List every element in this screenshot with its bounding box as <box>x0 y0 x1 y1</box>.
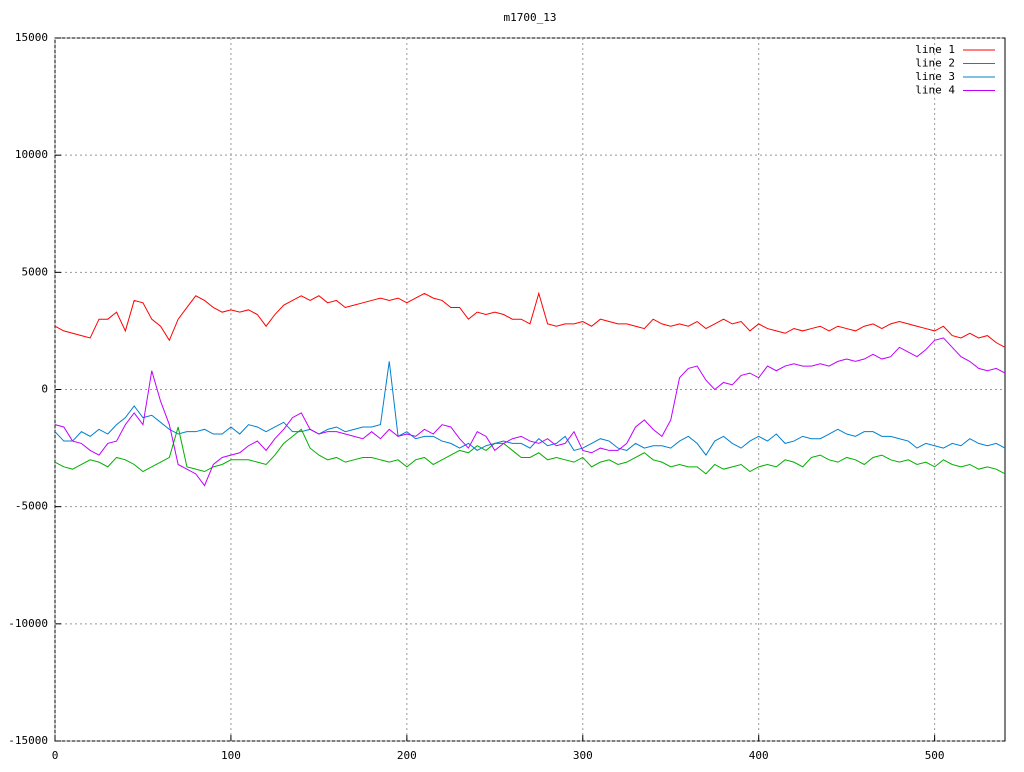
y-tick-label: -5000 <box>15 500 48 513</box>
legend-label: line 3 <box>915 70 955 83</box>
x-tick-label: 0 <box>52 749 59 762</box>
x-tick-label: 400 <box>749 749 769 762</box>
series-line <box>54 291 1006 348</box>
y-tick-label: 5000 <box>22 265 49 278</box>
y-tick-label: 0 <box>41 383 48 396</box>
legend-label: line 4 <box>915 84 955 97</box>
y-tick-label: -10000 <box>8 617 48 630</box>
y-tick-label: 10000 <box>15 148 48 161</box>
x-tick-label: 200 <box>397 749 417 762</box>
legend-label: line 1 <box>915 43 955 56</box>
series-line <box>54 426 1006 475</box>
chart-title: m1700_13 <box>504 11 557 24</box>
y-tick-label: 15000 <box>15 31 48 44</box>
x-tick-label: 100 <box>221 749 241 762</box>
series-line <box>54 361 1006 456</box>
x-tick-label: 500 <box>925 749 945 762</box>
series-line <box>54 337 1006 487</box>
y-tick-label: -15000 <box>8 734 48 747</box>
x-tick-label: 300 <box>573 749 593 762</box>
legend-label: line 2 <box>915 57 955 70</box>
